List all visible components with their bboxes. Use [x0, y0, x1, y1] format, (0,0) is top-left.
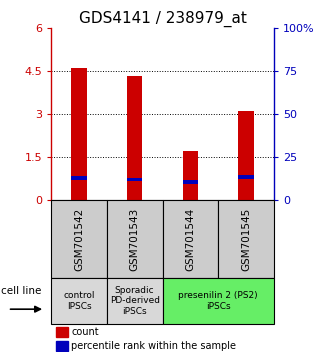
- Text: presenilin 2 (PS2)
iPSCs: presenilin 2 (PS2) iPSCs: [179, 291, 258, 310]
- Bar: [107, 278, 162, 324]
- Title: GDS4141 / 238979_at: GDS4141 / 238979_at: [79, 11, 247, 27]
- Bar: [55, 341, 68, 351]
- Text: GSM701545: GSM701545: [241, 207, 251, 270]
- Text: cell line: cell line: [1, 286, 42, 296]
- Text: control
IPSCs: control IPSCs: [63, 291, 95, 310]
- Text: count: count: [71, 327, 99, 337]
- Text: percentile rank within the sample: percentile rank within the sample: [71, 341, 236, 351]
- Text: GSM701544: GSM701544: [185, 207, 195, 270]
- Bar: [51, 278, 107, 324]
- Bar: [218, 200, 274, 278]
- Bar: [162, 200, 218, 278]
- Bar: [238, 111, 254, 200]
- Bar: [107, 200, 162, 278]
- Text: GSM701543: GSM701543: [130, 207, 140, 270]
- Bar: [238, 175, 254, 179]
- Bar: [182, 180, 198, 184]
- Bar: [55, 327, 68, 337]
- Bar: [162, 278, 274, 324]
- Bar: [182, 152, 198, 200]
- Bar: [51, 200, 107, 278]
- Bar: [71, 68, 87, 200]
- Bar: [127, 75, 143, 200]
- Text: GSM701542: GSM701542: [74, 207, 84, 270]
- Bar: [127, 178, 143, 181]
- Text: Sporadic
PD-derived
iPSCs: Sporadic PD-derived iPSCs: [110, 286, 160, 316]
- Bar: [71, 176, 87, 179]
